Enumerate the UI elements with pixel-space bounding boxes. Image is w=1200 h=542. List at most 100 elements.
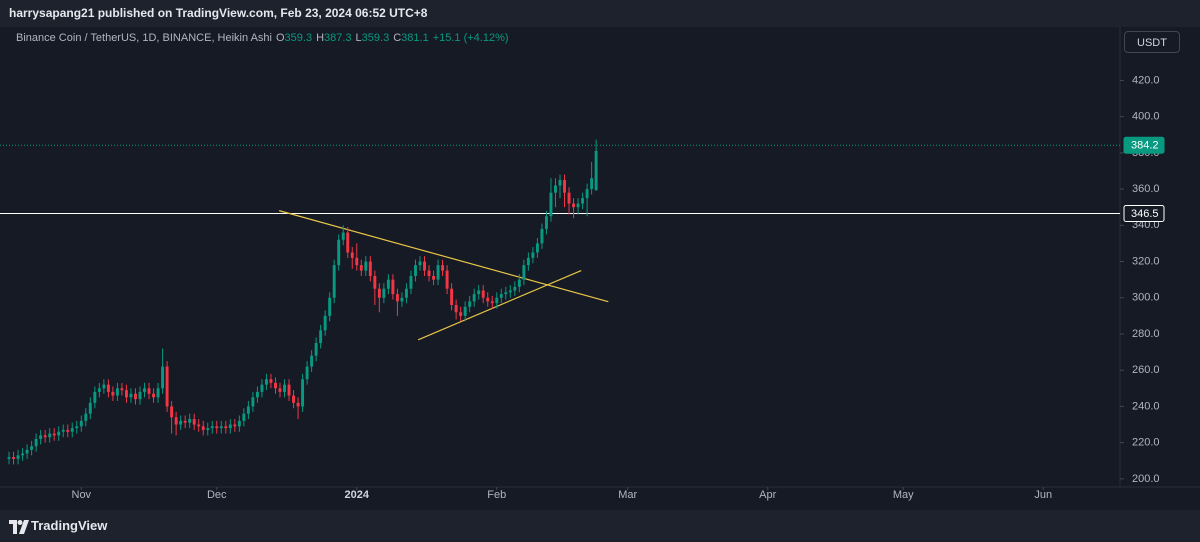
- candle-body: [310, 355, 314, 367]
- candle-body: [12, 457, 16, 459]
- candle-body: [486, 297, 490, 302]
- candle-body: [292, 395, 296, 403]
- candle-body: [224, 426, 228, 429]
- candle-body: [323, 315, 327, 331]
- x-tick-label: Jun: [1034, 489, 1052, 501]
- candle-body: [468, 301, 472, 307]
- candle-body: [79, 420, 83, 427]
- candle-body: [423, 261, 426, 271]
- candle-body: [25, 449, 29, 454]
- candle-body: [283, 384, 286, 392]
- candle-body: [215, 426, 219, 429]
- candle-body: [409, 276, 413, 289]
- candle-body: [174, 417, 178, 425]
- candle-body: [192, 419, 196, 425]
- candle-body: [504, 292, 508, 295]
- price-label-box: [1123, 205, 1165, 223]
- candle-body: [233, 424, 237, 427]
- footer: TradingView: [0, 510, 1200, 542]
- candle-body: [490, 301, 494, 304]
- tradingview-logo: [9, 520, 29, 534]
- y-tick-label: 400.0: [1132, 111, 1160, 123]
- ohlc-value: 359.3: [284, 32, 313, 44]
- y-tick-label: 420.0: [1132, 74, 1160, 86]
- candle-body: [255, 391, 259, 398]
- candle-body: [549, 192, 553, 217]
- candle-body: [544, 216, 548, 229]
- candle-body: [210, 426, 214, 429]
- y-tick-label: 300.0: [1132, 292, 1160, 304]
- price-label: 346.5: [1131, 208, 1159, 220]
- candle-body: [251, 397, 255, 407]
- change: +15.1 (+4.12%): [432, 32, 509, 44]
- candle-body: [581, 198, 585, 204]
- candle-body: [337, 239, 341, 266]
- candle-body: [499, 294, 503, 298]
- candle-body: [526, 257, 530, 266]
- candle-body: [404, 288, 408, 298]
- price-label: 384.2: [1131, 140, 1159, 152]
- candle-body: [161, 366, 165, 389]
- ohlc-key: O: [275, 32, 285, 44]
- candle-body: [106, 384, 110, 392]
- ohlc-key: L: [355, 32, 362, 44]
- candle-body: [165, 366, 169, 407]
- candle-body: [463, 306, 467, 316]
- candle-body: [459, 312, 463, 316]
- candle-body: [296, 402, 300, 407]
- ohlc-key: C: [393, 32, 402, 44]
- candle-body: [472, 294, 476, 302]
- y-tick-label: 220.0: [1132, 437, 1160, 449]
- chart-background: [0, 27, 1200, 510]
- candle-body: [84, 413, 88, 421]
- candle-body: [508, 290, 512, 293]
- x-tick-label: May: [893, 489, 914, 501]
- publish-info: harrysapang21 published on TradingView.c…: [9, 6, 428, 20]
- candle-body: [558, 180, 562, 186]
- candle-body: [102, 384, 106, 389]
- candle-body: [179, 420, 183, 425]
- x-tick-label: Nov: [72, 489, 92, 501]
- candle-body: [355, 257, 359, 266]
- candle-body: [305, 366, 309, 380]
- candle-body: [88, 402, 92, 414]
- candle-body: [350, 252, 354, 258]
- candle-body: [517, 279, 521, 287]
- x-tick-label: Mar: [618, 489, 637, 501]
- ohlc-key: H: [316, 32, 325, 44]
- x-tick-label: Feb: [487, 489, 506, 501]
- candle-body: [576, 203, 580, 208]
- candle-body: [522, 265, 526, 280]
- candle-body: [228, 424, 232, 429]
- candle-body: [450, 288, 454, 305]
- candle-body: [134, 393, 137, 400]
- candle-body: [152, 393, 156, 398]
- y-tick-label: 280.0: [1132, 328, 1160, 340]
- candle-body: [563, 180, 566, 193]
- candle-body: [57, 431, 61, 436]
- candle-body: [43, 435, 47, 438]
- candle-body: [237, 420, 241, 427]
- candle-body: [513, 286, 517, 291]
- candle-body: [61, 429, 65, 432]
- candle-body: [124, 390, 128, 398]
- candle-body: [414, 265, 417, 277]
- candle-body: [400, 297, 404, 302]
- currency-button[interactable]: USDT: [1124, 31, 1180, 53]
- candle-body: [201, 426, 205, 430]
- candle-body: [138, 391, 142, 400]
- candle-body: [386, 279, 390, 289]
- top-bar: harrysapang21 published on TradingView.c…: [0, 0, 1200, 27]
- candle-body: [156, 388, 160, 398]
- y-tick-label: 240.0: [1132, 400, 1160, 412]
- candle-body: [359, 265, 363, 271]
- candle-body: [364, 261, 368, 271]
- candle-body: [21, 453, 25, 456]
- candle-body: [274, 382, 277, 389]
- x-tick-label: Dec: [207, 489, 227, 501]
- price-label-box: [1123, 136, 1165, 154]
- candle-body: [594, 150, 598, 191]
- candle-body: [120, 388, 124, 391]
- candle-body: [436, 265, 440, 280]
